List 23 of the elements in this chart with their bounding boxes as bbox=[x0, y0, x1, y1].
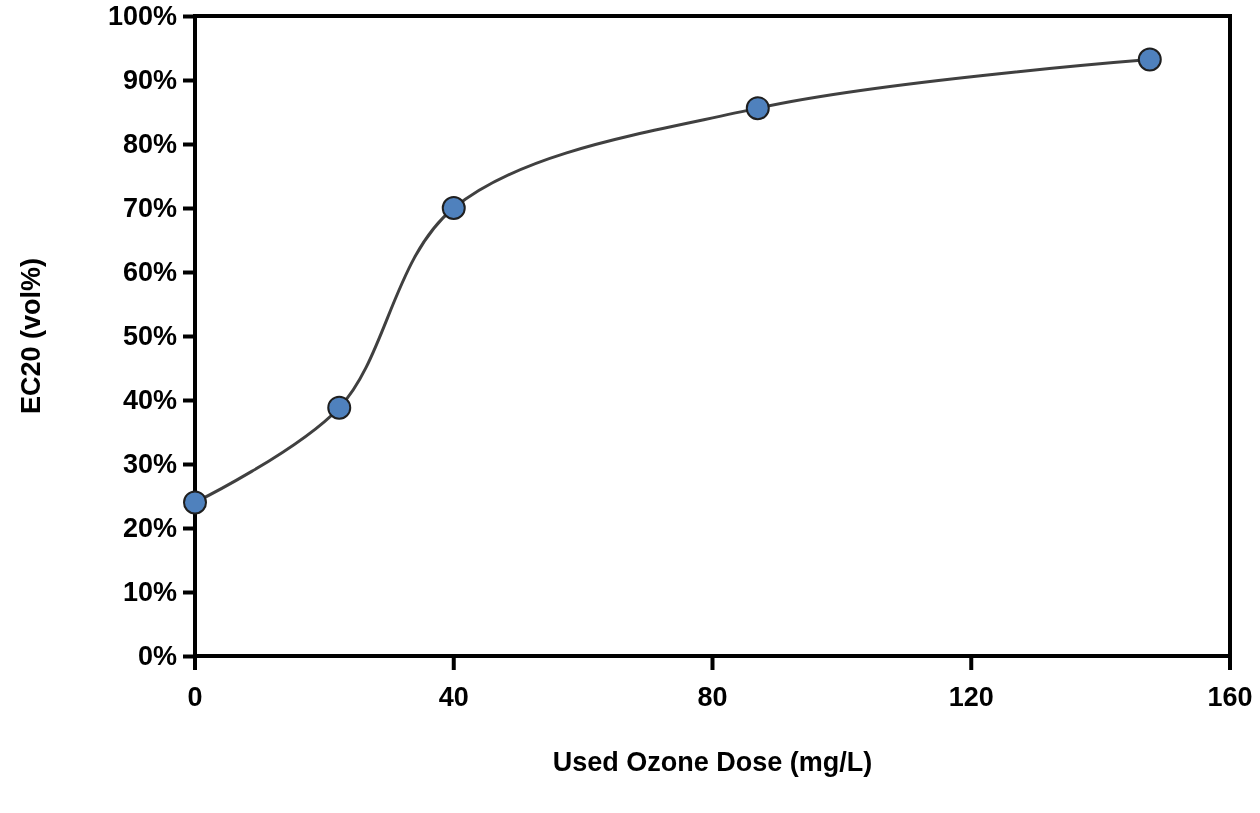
y-tick-label: 30% bbox=[122, 449, 177, 480]
y-tick-label: 40% bbox=[122, 385, 177, 416]
point bbox=[327, 395, 352, 420]
y-tick-label: 70% bbox=[122, 193, 177, 224]
point bbox=[1137, 47, 1162, 72]
y-tick-label: 80% bbox=[122, 129, 177, 160]
y-tick-label: 10% bbox=[122, 577, 177, 608]
x-tick-label: 80 bbox=[697, 682, 728, 712]
x-tick-label: 160 bbox=[1207, 682, 1253, 712]
point bbox=[441, 196, 466, 220]
y-tick-label: 60% bbox=[122, 257, 177, 288]
x-axis-title: Used Ozone Dose (mg/L) bbox=[552, 747, 873, 777]
y-tick-label: 50% bbox=[122, 321, 177, 352]
y-tick-label: 90% bbox=[122, 65, 177, 96]
point bbox=[745, 96, 770, 121]
y-tick-label: 100% bbox=[107, 1, 177, 32]
point bbox=[183, 490, 207, 515]
x-tick-label: 120 bbox=[948, 682, 994, 712]
y-tick-label: 0% bbox=[137, 641, 177, 672]
y-tick-label: 20% bbox=[122, 513, 177, 544]
y-axis-title: EC20 (vol%) bbox=[16, 257, 46, 415]
x-tick-label: 0 bbox=[187, 682, 203, 712]
x-tick-label: 40 bbox=[438, 682, 469, 712]
